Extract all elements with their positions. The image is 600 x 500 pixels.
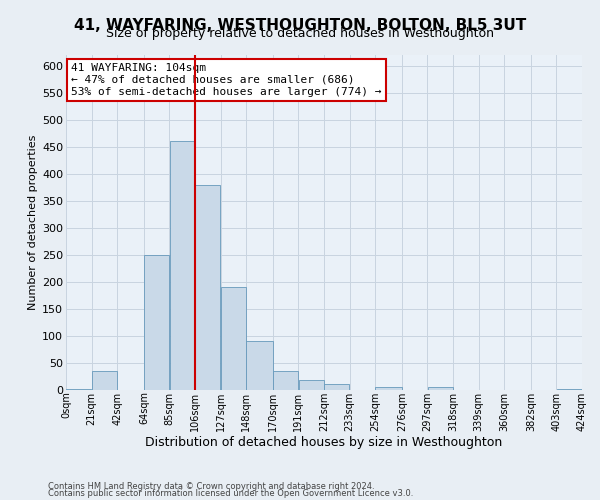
Bar	[144, 255, 169, 390]
Bar	[375, 388, 402, 390]
Bar	[557, 389, 582, 390]
Text: 41 WAYFARING: 104sqm
← 47% of detached houses are smaller (686)
53% of semi-deta: 41 WAYFARING: 104sqm ← 47% of detached h…	[71, 64, 382, 96]
Bar	[299, 380, 324, 390]
X-axis label: Distribution of detached houses by size in Westhoughton: Distribution of detached houses by size …	[145, 436, 503, 450]
Bar	[221, 288, 246, 390]
Text: 41, WAYFARING, WESTHOUGHTON, BOLTON, BL5 3UT: 41, WAYFARING, WESTHOUGHTON, BOLTON, BL5…	[74, 18, 526, 32]
Bar	[324, 384, 349, 390]
Bar	[273, 371, 298, 390]
Text: Contains HM Land Registry data © Crown copyright and database right 2024.: Contains HM Land Registry data © Crown c…	[48, 482, 374, 491]
Y-axis label: Number of detached properties: Number of detached properties	[28, 135, 38, 310]
Bar	[246, 342, 273, 390]
Bar	[428, 388, 453, 390]
Bar	[170, 142, 195, 390]
Bar	[195, 184, 220, 390]
Bar	[66, 389, 91, 390]
Text: Size of property relative to detached houses in Westhoughton: Size of property relative to detached ho…	[106, 28, 494, 40]
Bar	[92, 371, 117, 390]
Text: Contains public sector information licensed under the Open Government Licence v3: Contains public sector information licen…	[48, 489, 413, 498]
